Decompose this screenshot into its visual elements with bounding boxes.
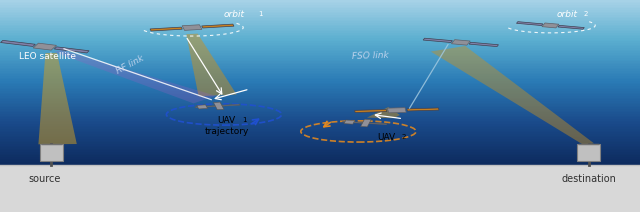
- Polygon shape: [214, 102, 224, 110]
- Text: LEO satellite: LEO satellite: [19, 52, 76, 61]
- Text: FSO link: FSO link: [352, 51, 389, 61]
- Polygon shape: [542, 23, 559, 28]
- Polygon shape: [186, 34, 237, 96]
- Text: UAV: UAV: [378, 133, 396, 142]
- Polygon shape: [361, 119, 371, 127]
- Text: 2: 2: [402, 134, 406, 140]
- Polygon shape: [387, 108, 406, 113]
- Bar: [40, 144, 63, 161]
- Polygon shape: [355, 109, 387, 113]
- Text: orbit: orbit: [557, 10, 578, 19]
- Polygon shape: [431, 46, 594, 145]
- Bar: [577, 144, 600, 161]
- Text: trajectory: trajectory: [205, 127, 249, 135]
- Polygon shape: [451, 40, 470, 45]
- Polygon shape: [344, 120, 355, 124]
- Polygon shape: [202, 24, 234, 28]
- Text: 2: 2: [583, 11, 588, 17]
- Polygon shape: [195, 104, 240, 108]
- Text: 1: 1: [259, 11, 263, 17]
- Text: orbit: orbit: [224, 10, 245, 19]
- Text: RF link: RF link: [115, 54, 146, 76]
- Text: UAV: UAV: [218, 116, 236, 125]
- Polygon shape: [150, 27, 182, 31]
- Polygon shape: [469, 42, 499, 47]
- Polygon shape: [558, 25, 584, 29]
- Polygon shape: [342, 121, 387, 125]
- Polygon shape: [516, 22, 543, 25]
- Polygon shape: [38, 53, 77, 144]
- Polygon shape: [54, 50, 216, 103]
- Polygon shape: [423, 38, 452, 43]
- Polygon shape: [182, 25, 202, 30]
- Text: destination: destination: [561, 174, 616, 184]
- Text: source: source: [29, 174, 61, 184]
- Polygon shape: [33, 43, 56, 50]
- Polygon shape: [54, 47, 89, 53]
- Text: 1: 1: [242, 117, 246, 123]
- Polygon shape: [1, 40, 35, 46]
- Polygon shape: [196, 105, 207, 109]
- Polygon shape: [367, 107, 400, 118]
- Polygon shape: [407, 108, 439, 111]
